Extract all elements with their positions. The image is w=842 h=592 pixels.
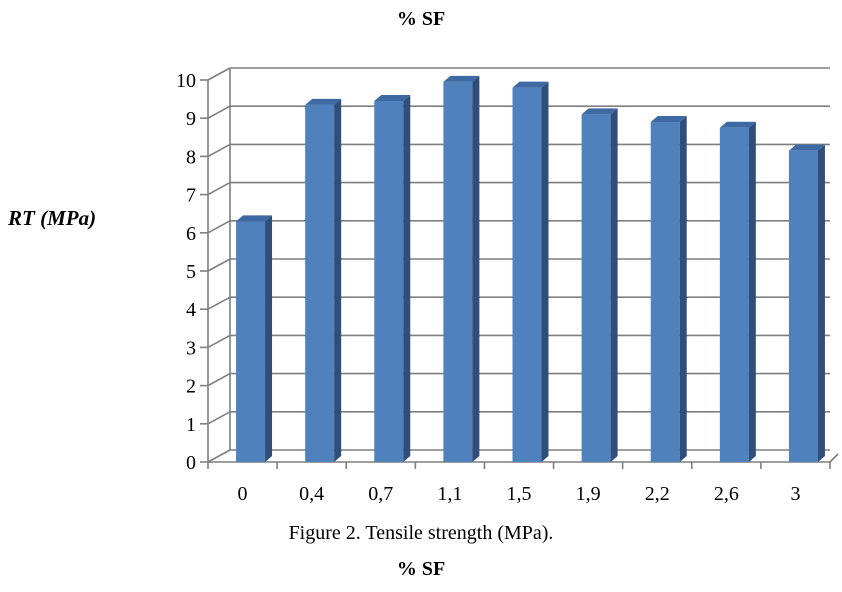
- x-axis-label: % SF: [396, 558, 446, 580]
- bar-2,6: [719, 127, 749, 462]
- bar-side-1,1: [472, 75, 480, 462]
- chart-title: % SF: [396, 8, 446, 30]
- bar-top-2,2: [650, 116, 687, 123]
- ytick-label-2: 2: [186, 376, 196, 398]
- bar-2,2: [650, 122, 680, 463]
- xtick-label-2,2: 2,2: [645, 483, 670, 505]
- ytick-label-3: 3: [186, 337, 196, 359]
- bar-1,5: [512, 87, 542, 462]
- gridline-side-8: [207, 143, 231, 158]
- figure-caption: Figure 2. Tensile strength (MPa).: [288, 522, 554, 544]
- bar-side-0,7: [403, 95, 411, 462]
- ytick-label-6: 6: [186, 223, 196, 245]
- ytick-label-8: 8: [186, 146, 196, 168]
- bars-layer: [236, 75, 825, 463]
- gridline-side-3: [207, 334, 231, 349]
- xtick-label-3: 3: [790, 483, 800, 505]
- ytick-label-10: 10: [176, 70, 196, 92]
- bar-0,4: [305, 104, 335, 462]
- bar-top-1,1: [443, 75, 480, 82]
- bar-side-1,9: [610, 108, 618, 462]
- gridline-side-6: [207, 220, 231, 234]
- bar-top-3: [788, 144, 825, 151]
- ytick-label-4: 4: [186, 299, 196, 321]
- bar-top-0: [236, 215, 273, 222]
- gridline-side-5: [207, 258, 231, 272]
- ytick-label-0: 0: [186, 452, 196, 474]
- y-axis-label: RT (MPa): [8, 206, 97, 230]
- bar-top-0,4: [305, 98, 342, 105]
- xtick-label-0,7: 0,7: [368, 483, 393, 505]
- bar-1,9: [581, 114, 611, 462]
- bar-top-1,5: [512, 81, 549, 88]
- gridline-side-0: [207, 449, 231, 463]
- xtick-label-0: 0: [238, 483, 248, 505]
- ytick-label-5: 5: [186, 261, 196, 283]
- x-tick-labels: 0 0,4 0,7 1,1 1,5 1,9 2,2 2,6 3: [238, 483, 801, 505]
- bar-side-3: [817, 144, 825, 463]
- gridline-side-9: [207, 105, 231, 119]
- gridline-side-10: [207, 67, 231, 81]
- xtick-label-0,4: 0,4: [299, 483, 324, 505]
- xtick-label-1,5: 1,5: [507, 483, 532, 505]
- gridline-side-1: [207, 411, 231, 425]
- bar-side-1,5: [541, 81, 549, 462]
- gridline-side-2: [207, 372, 231, 387]
- y-tick-labels: 0 1 2 3 4 5 6 7 8 9 10: [176, 70, 196, 474]
- gridline-side-4: [207, 296, 231, 310]
- bar-0,7: [374, 101, 404, 462]
- bar-top-2,6: [719, 121, 756, 128]
- bar-side-2,2: [679, 116, 687, 463]
- floor-right-edge: [829, 453, 839, 463]
- ytick-label-7: 7: [186, 185, 196, 207]
- xtick-label-2,6: 2,6: [714, 483, 739, 505]
- ytick-label-9: 9: [186, 108, 196, 130]
- gridline-side-7: [207, 181, 231, 196]
- bar-side-0,4: [334, 98, 342, 462]
- bar-top-0,7: [374, 95, 411, 102]
- xtick-label-1,9: 1,9: [576, 483, 601, 505]
- xtick-label-1,1: 1,1: [437, 483, 462, 505]
- bar-top-1,9: [581, 108, 618, 115]
- bar-side-0: [265, 215, 273, 462]
- bar-3: [788, 150, 818, 463]
- bar-1,1: [443, 81, 473, 462]
- ytick-label-1: 1: [186, 414, 196, 436]
- bar-0: [236, 221, 266, 462]
- bar-side-2,6: [748, 121, 756, 462]
